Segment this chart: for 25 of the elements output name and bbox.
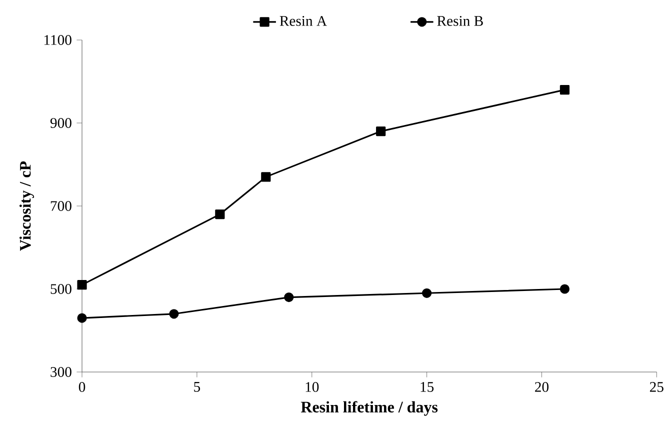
x-axis-title: Resin lifetime / days — [300, 401, 438, 416]
y-tick-label: 300 — [50, 367, 72, 377]
point — [560, 84, 570, 95]
point — [422, 288, 432, 298]
x-tick-label: 15 — [420, 382, 434, 392]
x-tick-label: 20 — [535, 382, 549, 392]
y-tick-label: 700 — [50, 201, 72, 211]
point — [215, 209, 225, 220]
point — [560, 284, 570, 294]
legend-label: Resin A — [280, 16, 327, 26]
legend-label: Resin B — [437, 16, 483, 26]
y-tick-label: 1100 — [44, 35, 72, 45]
point — [169, 309, 179, 319]
x-tick-label: 0 — [78, 382, 86, 392]
point — [376, 126, 386, 136]
x-tick-label: 5 — [194, 382, 200, 392]
x-tick-label: 10 — [306, 382, 319, 392]
point — [284, 292, 294, 302]
y-axis-title: Viscosity / cP — [19, 161, 34, 251]
point — [261, 172, 271, 182]
y-tick-label: 500 — [50, 284, 72, 294]
point — [77, 280, 87, 290]
y-tick-label: 900 — [50, 118, 72, 128]
point — [77, 313, 87, 323]
x-tick-label: 25 — [650, 382, 664, 392]
